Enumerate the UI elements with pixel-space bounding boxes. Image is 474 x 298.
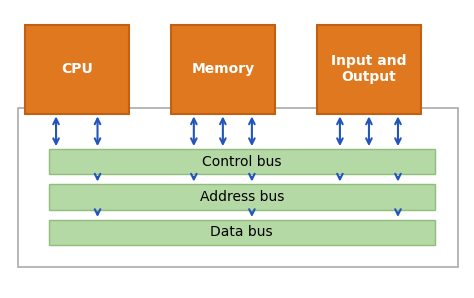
Text: Input and
Output: Input and Output <box>331 54 407 84</box>
Text: CPU: CPU <box>61 62 92 76</box>
Text: Address bus: Address bus <box>200 190 284 204</box>
FancyBboxPatch shape <box>18 108 458 267</box>
Text: Memory: Memory <box>191 62 255 76</box>
Text: Data bus: Data bus <box>210 225 273 239</box>
Text: Control bus: Control bus <box>202 155 282 169</box>
FancyBboxPatch shape <box>25 25 128 114</box>
FancyBboxPatch shape <box>48 220 435 245</box>
FancyBboxPatch shape <box>171 25 275 114</box>
FancyBboxPatch shape <box>48 184 435 209</box>
FancyBboxPatch shape <box>317 25 421 114</box>
FancyBboxPatch shape <box>48 149 435 174</box>
